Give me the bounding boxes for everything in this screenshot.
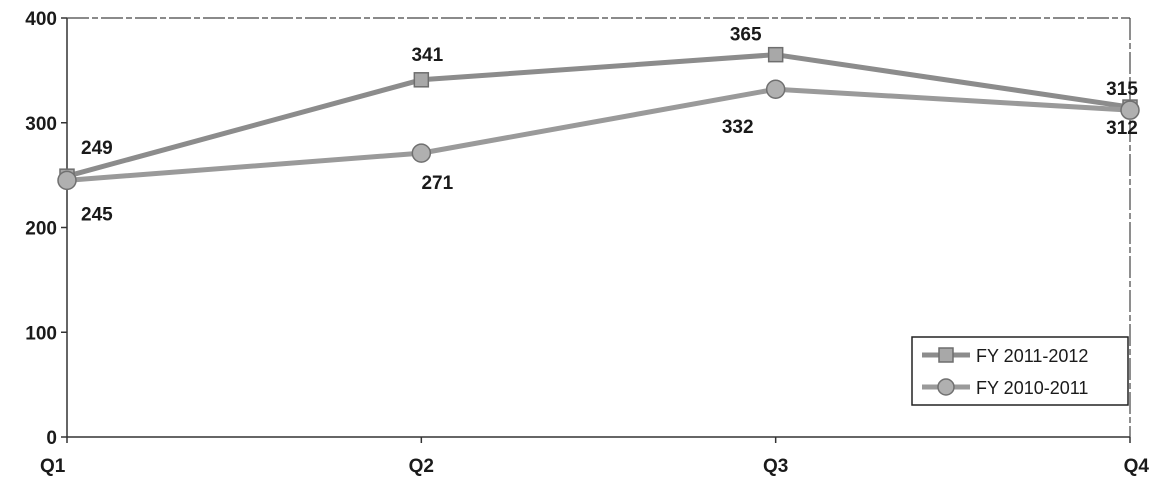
- x-tick-label: Q3: [763, 456, 788, 477]
- legend-square-marker: [938, 347, 954, 363]
- legend-circle-marker: [937, 378, 955, 396]
- y-tick-label: 400: [25, 9, 57, 30]
- circle-marker: [57, 170, 77, 191]
- data-label: 315: [1106, 79, 1138, 100]
- legend-item: FY 2010-2011: [922, 378, 1088, 398]
- data-labels: 249 341 365 315 245 271 332 312: [81, 25, 1138, 226]
- square-marker: [413, 72, 430, 88]
- series-lines: [57, 46, 1140, 191]
- data-label: 332: [722, 117, 754, 138]
- series-line: [66, 52, 1131, 179]
- x-tick-label: Q4: [1124, 456, 1149, 477]
- data-label: 245: [81, 204, 113, 225]
- data-label: 249: [81, 138, 113, 159]
- data-label: 312: [1106, 118, 1138, 139]
- series-1: [57, 79, 1140, 191]
- x-tick-label: Q2: [409, 456, 434, 477]
- circle-marker: [411, 143, 432, 163]
- y-tick-label: 100: [25, 323, 57, 344]
- square-marker: [767, 46, 784, 63]
- x-tick-label: Q1: [40, 456, 66, 477]
- circle-marker: [765, 79, 786, 99]
- series-0: [59, 46, 1138, 184]
- legend: FY 2011-2012 FY 2010-2011: [911, 336, 1129, 406]
- y-tick-label: 200: [25, 219, 57, 240]
- circle-marker: [1120, 100, 1140, 120]
- legend-label: FY 2010-2011: [976, 378, 1088, 398]
- y-tick-label: 300: [25, 114, 57, 135]
- data-label: 341: [411, 45, 443, 66]
- legend-item: FY 2011-2012: [922, 346, 1088, 366]
- series-line: [66, 86, 1131, 183]
- data-label: 365: [730, 25, 762, 46]
- y-tick-label: 0: [46, 428, 57, 449]
- axes: 0 100 200 300 400 Q1 Q2 Q3 Q4: [25, 9, 1149, 477]
- legend-label: FY 2011-2012: [976, 346, 1088, 366]
- data-label: 271: [421, 173, 453, 194]
